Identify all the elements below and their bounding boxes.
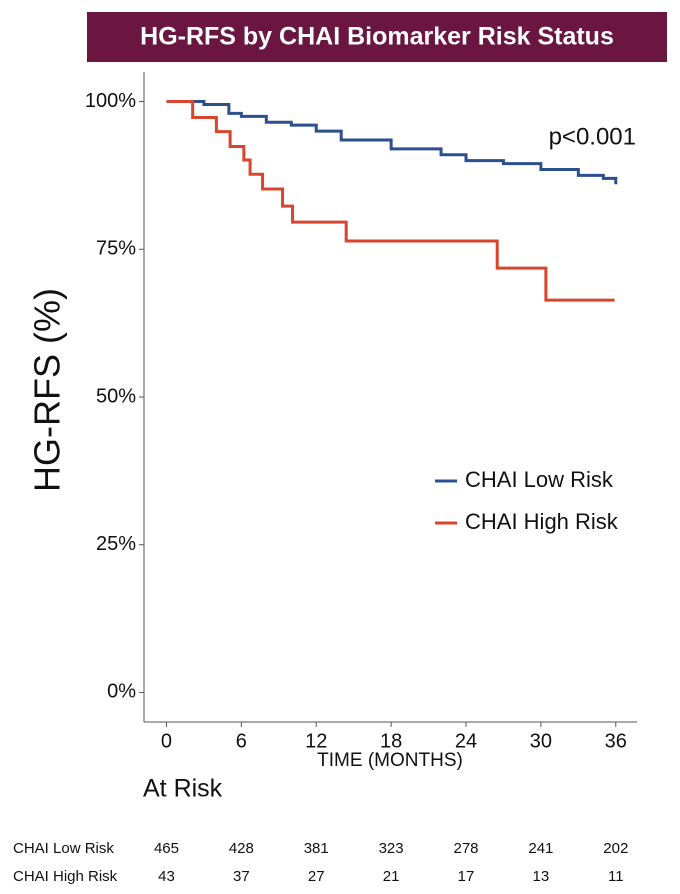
risk-count: 11 xyxy=(608,868,624,885)
title-banner xyxy=(87,12,667,62)
legend-label: CHAI High Risk xyxy=(465,509,619,534)
p-value: p<0.001 xyxy=(549,123,636,150)
x-tick-label: 6 xyxy=(236,730,247,752)
x-tick-label: 18 xyxy=(380,730,402,752)
y-axis-label: HG-RFS (%) xyxy=(27,288,68,492)
risk-table-title: At Risk xyxy=(143,775,223,803)
risk-row-label: CHAI Low Risk xyxy=(13,840,114,857)
survival-curve xyxy=(166,100,618,185)
risk-count: 43 xyxy=(158,868,175,885)
x-tick-label: 30 xyxy=(530,730,552,752)
x-tick-label: 36 xyxy=(605,730,627,752)
chart-title: HG-RFS by CHAI Biomarker Risk Status xyxy=(140,23,614,51)
x-tick-label: 24 xyxy=(455,730,477,752)
y-tick-label: 25% xyxy=(96,533,136,555)
risk-count: 241 xyxy=(528,840,553,857)
risk-count: 17 xyxy=(458,868,475,885)
legend-label: CHAI Low Risk xyxy=(465,467,614,492)
risk-count: 202 xyxy=(603,840,628,857)
x-axis-label: TIME (MONTHS) xyxy=(317,750,463,771)
y-tick-label: 50% xyxy=(96,385,136,407)
x-tick-label: 0 xyxy=(161,730,172,752)
risk-count: 21 xyxy=(383,868,400,885)
risk-count: 323 xyxy=(379,840,404,857)
risk-count: 37 xyxy=(233,868,250,885)
y-tick-label: 75% xyxy=(96,238,136,260)
y-tick-label: 0% xyxy=(107,681,136,703)
risk-count: 381 xyxy=(304,840,329,857)
risk-count: 428 xyxy=(229,840,254,857)
risk-count: 278 xyxy=(453,840,478,857)
survival-curve xyxy=(166,100,615,302)
x-tick-label: 12 xyxy=(305,730,327,752)
risk-count: 465 xyxy=(154,840,179,857)
risk-count: 13 xyxy=(533,868,550,885)
risk-row-label: CHAI High Risk xyxy=(13,868,118,885)
y-tick-label: 100% xyxy=(85,90,136,112)
risk-count: 27 xyxy=(308,868,325,885)
